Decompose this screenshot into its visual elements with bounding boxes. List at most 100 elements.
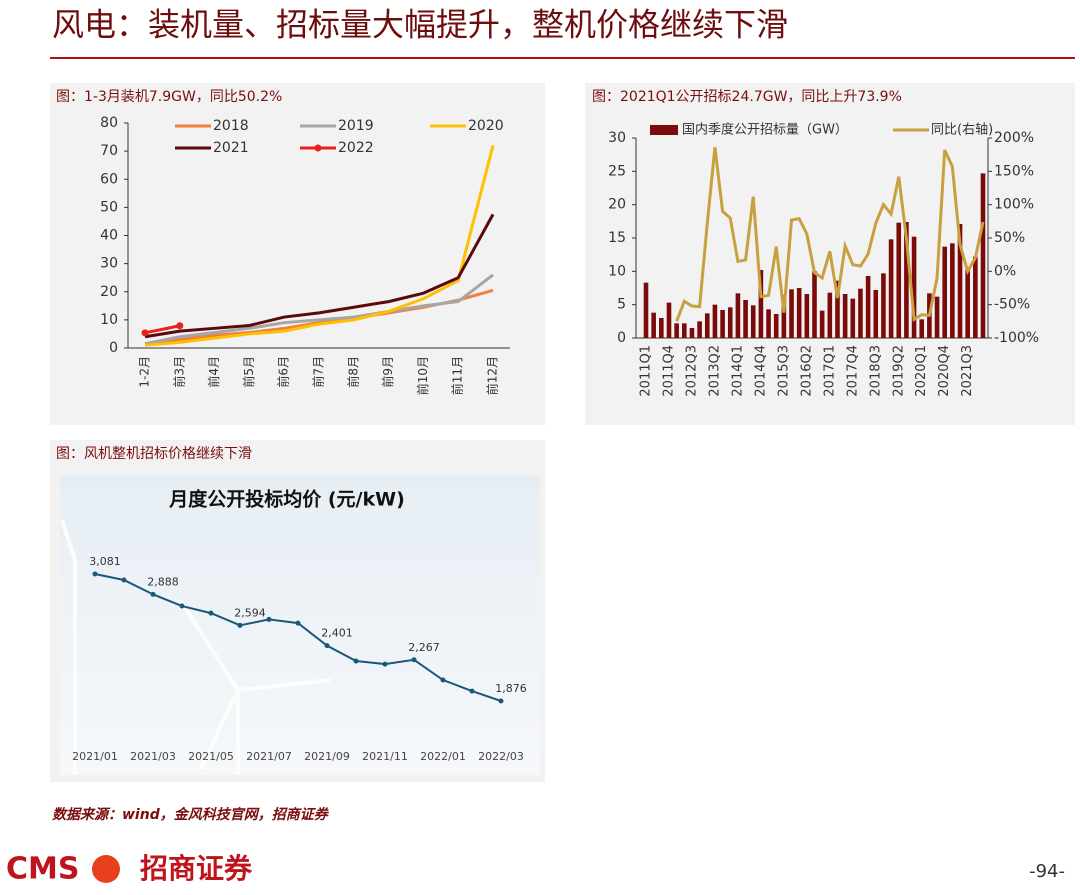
x-tick-label: 前8月 [345, 356, 360, 388]
legend-label: 2022 [338, 140, 374, 156]
bar [911, 236, 917, 338]
y-tick-label: 5 [617, 297, 626, 313]
bar [888, 239, 894, 338]
page-title: 风电：装机量、招标量大幅提升，整机价格继续下滑 [52, 6, 788, 44]
bar [681, 323, 687, 338]
bar [919, 319, 925, 338]
y2-tick-label: 0% [994, 263, 1016, 279]
x-tick-label: 2015Q3 [776, 345, 791, 397]
y2-tick-label: -100% [994, 330, 1039, 346]
x-tick-label: 前10月 [415, 356, 430, 395]
marker [121, 577, 127, 583]
panel [50, 83, 545, 425]
x-tick-label: 2011Q4 [661, 345, 676, 397]
x-tick-label: 1-2月 [138, 356, 152, 388]
line [144, 145, 495, 347]
x-tick-label: 2022/03 [478, 750, 524, 763]
x-tick-label: 2013Q2 [707, 345, 722, 397]
bar [651, 312, 656, 338]
x-tick-label: 2019Q2 [891, 345, 906, 397]
bar [980, 173, 986, 338]
bar [842, 294, 848, 338]
bar [727, 307, 733, 338]
x-tick-label: 2018Q3 [868, 345, 883, 397]
bar [720, 310, 725, 338]
y-tick-label: 0 [617, 330, 626, 346]
bar [812, 271, 817, 338]
x-tick-label: 2014Q4 [753, 345, 768, 397]
bar [850, 298, 856, 338]
marker [469, 688, 475, 694]
x-tick-label: 2022/01 [420, 750, 466, 763]
data-label: 2,401 [321, 627, 353, 640]
bar [965, 269, 970, 338]
marker [382, 661, 388, 667]
x-tick-label: 2021/09 [304, 750, 350, 763]
caption: 图：1-3月装机7.9GW，同比50.2% [56, 89, 282, 105]
y-tick-label: 20 [100, 284, 118, 300]
x-tick-label: 2021/03 [130, 750, 176, 763]
bar [789, 289, 794, 338]
bar [796, 288, 802, 338]
bar [735, 293, 741, 338]
y-tick-label: 30 [100, 256, 118, 272]
bar [973, 256, 978, 338]
marker [141, 329, 149, 337]
x-tick-label: 2016Q2 [799, 345, 814, 397]
marker [498, 698, 504, 704]
marker [92, 571, 98, 577]
bar [942, 246, 948, 338]
marker [440, 677, 446, 683]
bar [950, 243, 955, 338]
y2-tick-label: 200% [994, 130, 1034, 146]
y-tick-label: 60 [100, 171, 118, 187]
logo-text: CMS [6, 852, 79, 887]
marker [179, 603, 185, 609]
y-tick-label: 10 [100, 312, 118, 328]
legend-label: 同比(右轴) [931, 123, 993, 138]
data-label: 2,267 [408, 641, 440, 654]
line [144, 213, 495, 339]
line [144, 273, 494, 346]
marker [237, 622, 243, 628]
legend-label: 2019 [338, 118, 374, 134]
bar [750, 305, 756, 338]
x-tick-label: 前7月 [311, 356, 326, 388]
y-tick-label: 50 [100, 199, 118, 215]
x-tick-label: 2021Q3 [960, 345, 975, 397]
marker [176, 322, 184, 330]
x-tick-label: 2012Q3 [684, 345, 699, 397]
caption: 图：2021Q1公开招标24.7GW，同比上升73.9% [592, 89, 902, 105]
bar [758, 270, 764, 338]
x-tick-label: 2020Q4 [937, 345, 952, 397]
y-tick-label: 15 [608, 230, 626, 246]
marker [295, 620, 301, 626]
x-tick-label: 前6月 [276, 356, 291, 388]
bar [865, 276, 871, 338]
bar [689, 328, 695, 338]
bar [904, 222, 909, 338]
bar [766, 309, 771, 338]
bar [896, 222, 902, 338]
x-tick-label: 2017Q1 [822, 345, 837, 397]
source: 数据来源：wind，金风科技官网，招商证券 [52, 806, 330, 823]
bar [819, 310, 825, 338]
data-label: 1,876 [495, 682, 527, 695]
marker [324, 643, 330, 649]
y-tick-label: 20 [608, 197, 626, 213]
bar [934, 296, 940, 338]
chart-title: 月度公开投标均价 (元/kW) [168, 488, 405, 511]
x-tick-label: 前11月 [450, 356, 465, 395]
x-tick-label: 2020Q1 [914, 345, 929, 397]
y-tick-label: 0 [109, 340, 118, 356]
bar [835, 280, 840, 338]
y2-tick-label: 50% [994, 230, 1025, 246]
y-tick-label: 80 [100, 115, 118, 131]
x-tick-label: 前9月 [380, 356, 395, 388]
bar [881, 273, 886, 338]
x-tick-label: 2021/05 [188, 750, 234, 763]
legend-label: 2021 [213, 140, 249, 156]
bar [643, 282, 649, 338]
x-tick-label: 前5月 [241, 356, 256, 388]
